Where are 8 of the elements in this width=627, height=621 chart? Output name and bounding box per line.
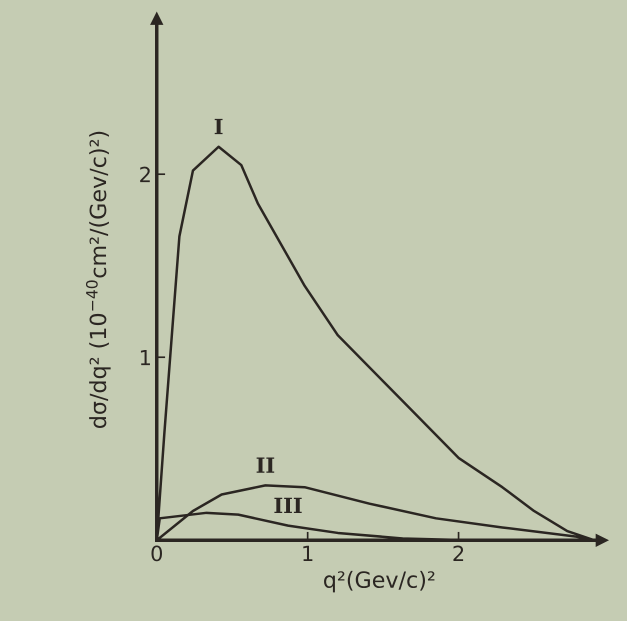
series-label: III <box>274 498 302 513</box>
x-tick-label: 0 <box>151 546 162 562</box>
y-axis-title: dσ/dq² (10$^{−40}$cm²/(Gev/c)²) <box>86 132 111 428</box>
series-label: I <box>214 118 223 134</box>
x-tick-label: 2 <box>453 546 464 561</box>
x-axis-title: q²(Gev/c)² <box>324 570 434 592</box>
x-tick-label: 1 <box>303 546 312 561</box>
series-label: II <box>256 458 274 473</box>
